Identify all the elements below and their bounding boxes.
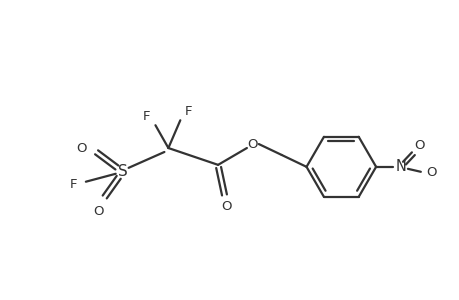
Text: O: O [77, 142, 87, 154]
Text: O: O [425, 166, 436, 179]
Text: F: F [184, 105, 191, 118]
Text: N: N [395, 159, 405, 174]
Text: F: F [142, 110, 150, 123]
Text: F: F [70, 178, 78, 191]
Text: O: O [220, 200, 231, 213]
Text: O: O [247, 138, 257, 151]
Text: S: S [118, 164, 127, 179]
Text: O: O [93, 205, 104, 218]
Text: O: O [414, 139, 424, 152]
